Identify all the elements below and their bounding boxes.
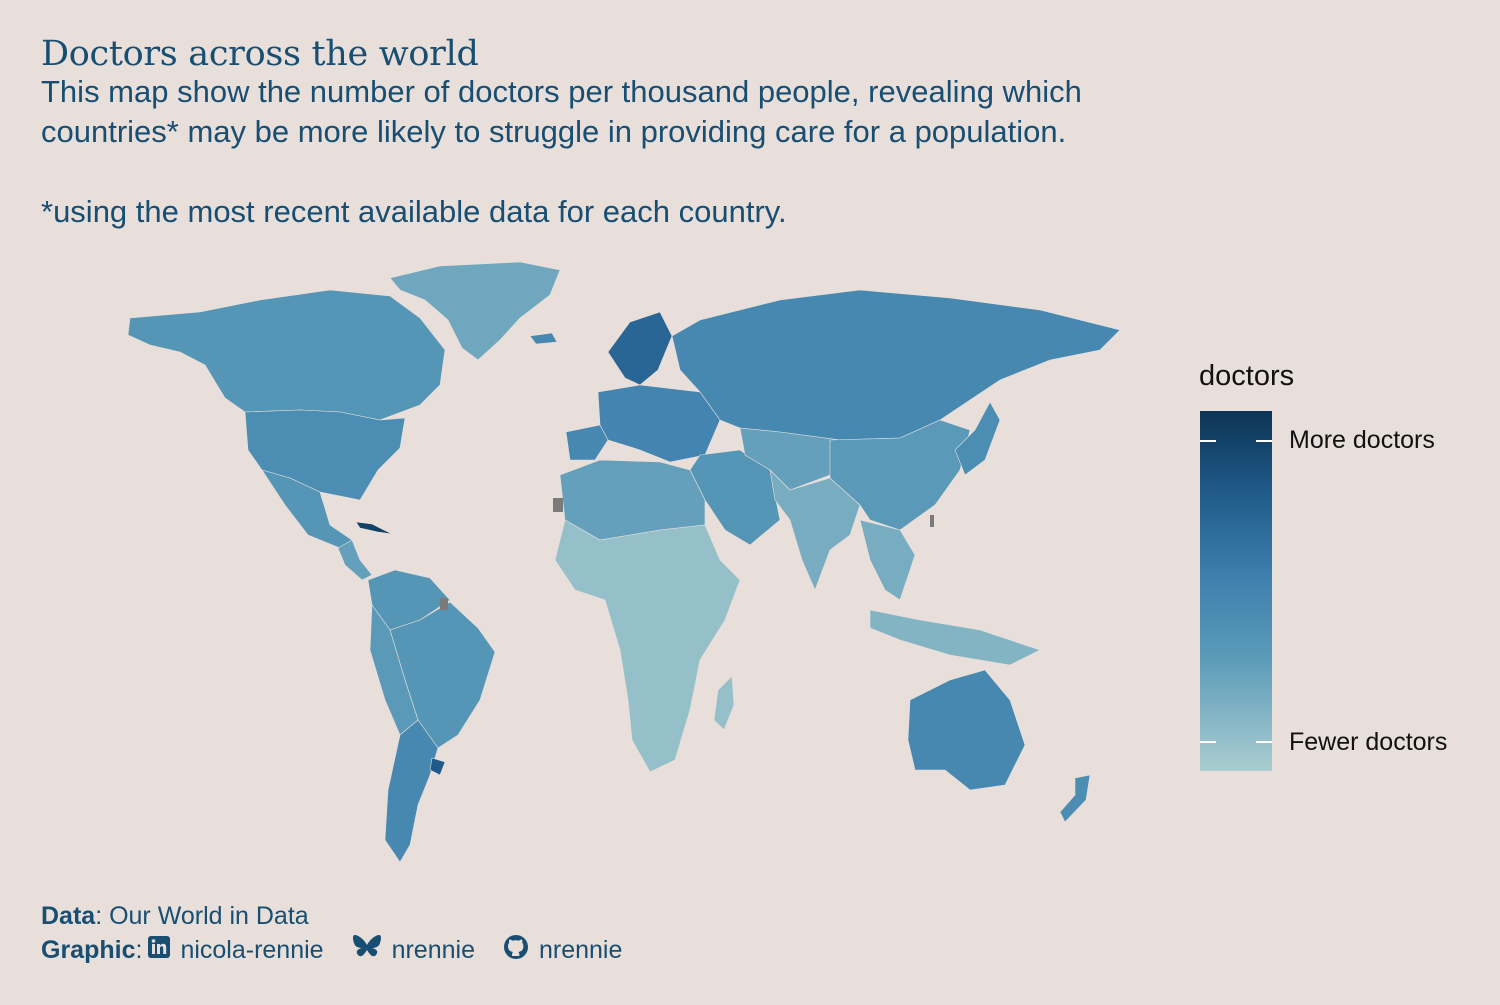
country-region-madagascar <box>713 675 735 731</box>
graphic-label: Graphic <box>41 936 136 964</box>
country-region-russia <box>671 289 1121 441</box>
data-source: : Our World in Data <box>95 902 309 930</box>
linkedin-handle[interactable]: nicola-rennie <box>180 936 324 964</box>
map-subtitle: This map show the number of doctors per … <box>41 72 1221 232</box>
map-title: Doctors across the world <box>41 34 479 74</box>
bluesky-icon[interactable] <box>352 934 382 967</box>
country-region-central-asia <box>739 427 841 491</box>
linkedin-icon[interactable] <box>148 936 171 965</box>
country-region-iceland <box>529 332 558 345</box>
subtitle-line-2: countries* may be more likely to struggl… <box>41 114 1067 149</box>
country-region-australia <box>907 669 1026 791</box>
country-region-greenland <box>389 261 561 361</box>
legend-tick-high-left <box>1200 440 1216 442</box>
country-region-new-zealand <box>1059 774 1091 823</box>
no-data-region <box>930 515 934 527</box>
country-region-scandinavia <box>607 311 673 386</box>
country-region-central-america <box>337 539 373 581</box>
legend-tick-high-right <box>1256 440 1272 442</box>
legend-low-label: Fewer doctors <box>1289 728 1448 756</box>
no-data-region <box>440 598 448 610</box>
country-region-indonesia-png <box>869 609 1041 666</box>
country-region-japan-korea <box>954 401 1001 476</box>
legend-tick-low-left <box>1200 741 1216 743</box>
bluesky-handle[interactable]: nrennie <box>391 936 475 964</box>
footer-graphic-credit: Graphic: nicola-rennie nrennie nrennie <box>41 934 644 967</box>
legend-title: doctors <box>1199 360 1295 392</box>
country-region-south-asia <box>769 469 861 591</box>
legend-colorbar <box>1200 411 1272 771</box>
subtitle-line-1: This map show the number of doctors per … <box>41 74 1082 109</box>
github-icon[interactable] <box>503 934 529 967</box>
country-region-sub-saharan-africa <box>554 519 741 773</box>
footer-data-source: Data: Our World in Data <box>41 902 309 931</box>
legend-tick-low-right <box>1256 741 1272 743</box>
country-region-iberia <box>565 424 609 461</box>
data-label: Data <box>41 902 96 930</box>
country-region-canada <box>127 289 446 421</box>
country-region-uruguay <box>429 757 446 776</box>
country-region-southeast-asia <box>859 519 916 601</box>
country-region-usa <box>244 409 406 501</box>
country-region-argentina-chile <box>384 719 439 863</box>
country-region-china-mongolia <box>829 419 971 531</box>
legend-high-label: More doctors <box>1289 426 1435 454</box>
github-handle[interactable]: nrennie <box>538 936 623 964</box>
country-region-western-europe <box>597 384 721 463</box>
country-region-cuba <box>355 521 393 535</box>
no-data-region <box>553 498 563 512</box>
subtitle-note: *using the most recent available data fo… <box>41 194 787 229</box>
